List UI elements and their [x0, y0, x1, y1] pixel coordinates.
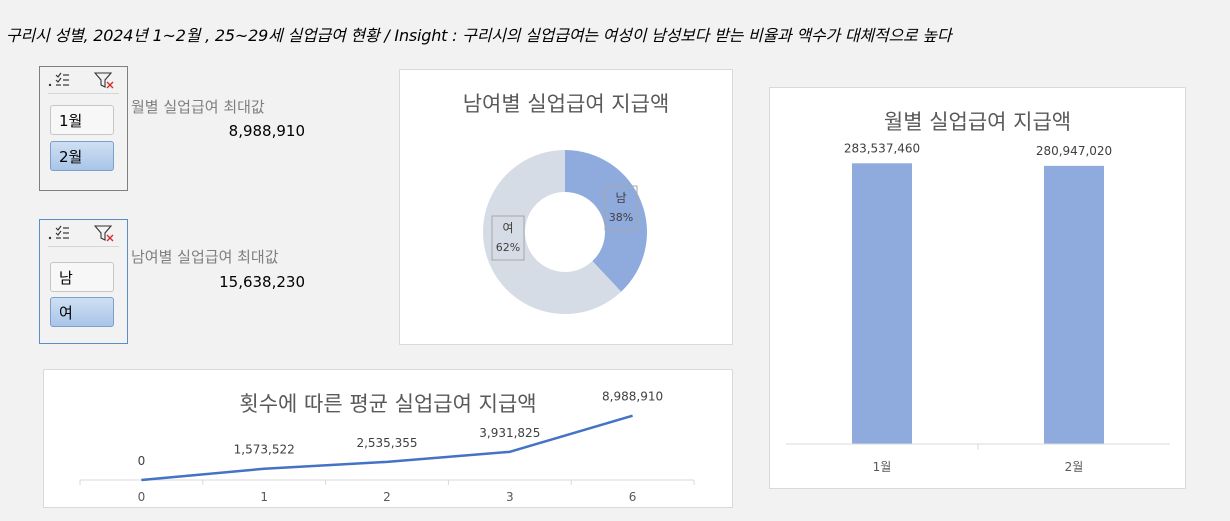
slicer-divider [48, 246, 119, 247]
donut-label-category: 남 [615, 191, 626, 205]
line-x-tick-label: 3 [506, 490, 514, 504]
donut-slice-남 [565, 150, 647, 292]
slicer-item-1월[interactable]: 1월 [50, 105, 114, 135]
donut-chart-title: 남여별 실업급여 지급액 [462, 92, 670, 116]
line-x-tick-label: 2 [383, 490, 391, 504]
slicer-header [40, 67, 127, 94]
line-x-tick-label: 6 [629, 490, 637, 504]
bar-chart-card[interactable]: 월별 실업급여 지급액 283,537,460 1월 280,947,020 2월 [769, 87, 1186, 489]
donut-label-box-여 [491, 215, 525, 261]
line-chart-title: 횟수에 따른 평균 실업급여 지급액 [239, 392, 537, 416]
donut-chart: 남 38% 여 62% [482, 150, 647, 314]
bar-1월 [852, 163, 912, 444]
line-data-label: 0 [138, 454, 146, 468]
slicer-item-남[interactable]: 남 [50, 262, 114, 292]
line-data-label: 2,535,355 [356, 436, 417, 450]
line-x-tick-label: 1 [260, 490, 268, 504]
line-data-label: 3,931,825 [479, 426, 540, 440]
donut-chart-card[interactable]: 남여별 실업급여 지급액 남 38% 여 62% [399, 69, 733, 345]
line-x-tick-label: 0 [138, 490, 146, 504]
slicer-header [40, 220, 127, 247]
month-slicer[interactable]: 1월 2월 [39, 66, 128, 191]
bar-2월 [1044, 165, 1104, 444]
line-chart-card[interactable]: 횟수에 따른 평균 실업급여 지급액 0 0 1,573,522 1 2,535,355… [43, 369, 733, 508]
slicer-divider [48, 93, 119, 94]
donut-label-percent: 62% [496, 241, 520, 254]
gender-slicer[interactable]: 남 여 [39, 219, 128, 344]
donut-label-box-남 [604, 185, 638, 231]
kpi-gender-value: 15,638,230 [219, 273, 305, 291]
line-data-label: 1,573,522 [234, 443, 295, 457]
slicer-item-2월[interactable]: 2월 [50, 141, 114, 171]
bar-data-label: 280,947,020 [1036, 144, 1112, 158]
kpi-month-label: 월별 실업급여 최대값 [131, 98, 265, 116]
line-series [141, 414, 633, 482]
multi-select-icon[interactable] [48, 224, 70, 242]
bar-data-label: 283,537,460 [844, 141, 920, 155]
bar-x-tick-label: 1월 [873, 460, 892, 474]
page-title: 구리시 성별, 2024년 1~2월 , 25~29세 실업급여 현황 / In… [6, 26, 952, 45]
kpi-month-value: 8,988,910 [228, 122, 305, 140]
line-chart: 0 0 1,573,522 1 2,535,355 2 3,931,825 3 8,988,91… [79, 390, 695, 504]
kpi-gender-label: 남여별 실업급여 최대값 [131, 248, 279, 266]
bar-chart: 283,537,460 1월 280,947,020 2월 [786, 141, 1170, 474]
donut-label-percent: 38% [609, 211, 633, 224]
slicer-item-여[interactable]: 여 [50, 297, 114, 327]
clear-filter-icon[interactable] [94, 225, 116, 243]
donut-slice-여 [482, 150, 622, 314]
donut-label-category: 여 [502, 221, 513, 235]
line-data-label: 8,988,910 [602, 390, 663, 404]
bar-chart-title: 월별 실업급여 지급액 [883, 110, 1072, 134]
clear-filter-icon[interactable] [94, 72, 116, 90]
bar-x-tick-label: 2월 [1065, 460, 1084, 474]
multi-select-icon[interactable] [48, 71, 70, 89]
